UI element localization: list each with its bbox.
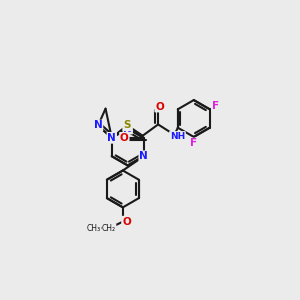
Text: F: F xyxy=(212,101,219,111)
Text: CH₂: CH₂ xyxy=(102,224,116,233)
Text: O: O xyxy=(122,217,131,226)
Text: N: N xyxy=(123,124,132,134)
Text: CH₃: CH₃ xyxy=(87,224,101,233)
Text: O: O xyxy=(120,133,129,143)
Text: N: N xyxy=(94,121,102,130)
Text: N: N xyxy=(107,133,116,143)
Text: S: S xyxy=(124,120,131,130)
Text: NH: NH xyxy=(170,132,185,141)
Text: F: F xyxy=(190,139,197,148)
Text: O: O xyxy=(155,102,164,112)
Text: N: N xyxy=(139,151,148,161)
